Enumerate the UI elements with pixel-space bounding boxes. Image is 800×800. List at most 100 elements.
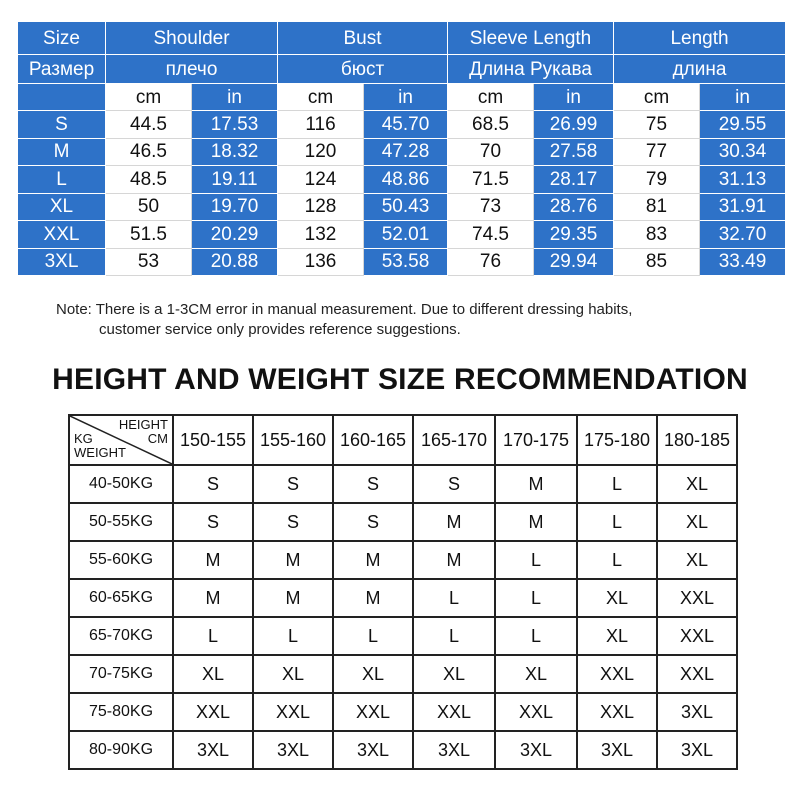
size-name: S [17, 110, 106, 139]
cm-value: 68.5 [447, 110, 534, 139]
height-range: 170-175 [494, 414, 578, 466]
height-range: 160-165 [332, 414, 414, 466]
shoulder-label-en: Shoulder [105, 21, 278, 55]
recommended-size: M [412, 502, 496, 542]
weight-range: 60-65KG [68, 578, 174, 618]
recommended-size: XXL [576, 692, 658, 732]
size-label-en: Size [17, 21, 106, 55]
note-line-2: customer service only provides reference… [99, 321, 461, 338]
weight-range: 55-60KG [68, 540, 174, 580]
recommended-size: M [332, 578, 414, 618]
recommended-size: M [412, 540, 496, 580]
recommended-size: L [494, 578, 578, 618]
weight-range: 50-55KG [68, 502, 174, 542]
size-name: M [17, 137, 106, 166]
recommended-size: S [412, 464, 496, 504]
recommended-size: 3XL [656, 730, 738, 770]
recommended-size: M [332, 540, 414, 580]
cm-value: 44.5 [105, 110, 192, 139]
size-header-row-ru: Размер плечо бюст Длина Рукава длина [17, 54, 786, 84]
shoulder-label-ru: плечо [105, 54, 278, 84]
in-value: 29.94 [533, 247, 614, 276]
recommended-size: XXL [494, 692, 578, 732]
weight-row: 70-75KG XL XL XL XL XL XXL XXL [68, 654, 738, 694]
recommended-size: XL [494, 654, 578, 694]
in-value: 47.28 [363, 137, 448, 166]
note-line-1: Note: There is a 1-3CM error in manual m… [56, 301, 633, 318]
recommended-size: XL [656, 464, 738, 504]
height-weight-title: HEIGHT AND WEIGHT SIZE RECOMMENDATION [52, 363, 748, 396]
recommended-size: L [494, 616, 578, 656]
in-value: 32.70 [699, 220, 786, 249]
unit-row-blank [17, 83, 106, 111]
recommended-size: L [172, 616, 254, 656]
recommended-size: M [172, 540, 254, 580]
in-value: 27.58 [533, 137, 614, 166]
weight-row: 55-60KG M M M M L L XL [68, 540, 738, 580]
cm-value: 79 [613, 165, 700, 194]
cm-value: 132 [277, 220, 364, 249]
weight-row: 60-65KG M M M L L XL XXL [68, 578, 738, 618]
recommended-size: L [252, 616, 334, 656]
measurement-note: Note: There is a 1-3CM error in manual m… [56, 300, 776, 340]
size-row: L 48.5 19.11 124 48.86 71.5 28.17 79 31.13 [17, 165, 786, 194]
cm-value: 73 [447, 192, 534, 221]
in-value: 20.88 [191, 247, 278, 276]
cm-value: 50 [105, 192, 192, 221]
recommended-size: M [252, 578, 334, 618]
cm-value: 51.5 [105, 220, 192, 249]
in-value: 31.13 [699, 165, 786, 194]
in-value: 28.17 [533, 165, 614, 194]
recommended-size: XL [332, 654, 414, 694]
recommended-size: XXL [656, 616, 738, 656]
recommended-size: XL [576, 616, 658, 656]
in-value: 50.43 [363, 192, 448, 221]
weight-range: 40-50KG [68, 464, 174, 504]
recommended-size: XXL [656, 654, 738, 694]
size-label-ru: Размер [17, 54, 106, 84]
size-row: S 44.5 17.53 116 45.70 68.5 26.99 75 29.55 [17, 110, 786, 139]
cm-value: 128 [277, 192, 364, 221]
recommended-size: M [252, 540, 334, 580]
length-label-ru: длина [613, 54, 786, 84]
in-value: 52.01 [363, 220, 448, 249]
in-value: 30.34 [699, 137, 786, 166]
recommended-size: XXL [412, 692, 496, 732]
recommended-size: XL [656, 540, 738, 580]
recommended-size: XXL [172, 692, 254, 732]
corner-diagonal [70, 416, 172, 464]
weight-range: 80-90KG [68, 730, 174, 770]
recommended-size: 3XL [172, 730, 254, 770]
weight-range: 75-80KG [68, 692, 174, 732]
unit-in: in [699, 83, 786, 111]
unit-in: in [191, 83, 278, 111]
unit-row: cm in cm in cm in cm in [17, 83, 786, 111]
cm-value: 136 [277, 247, 364, 276]
height-header-row: HEIGHT CM KG WEIGHT 150-155 155-160 160-16… [68, 414, 738, 466]
bust-label-ru: бюст [277, 54, 448, 84]
size-row: XXL 51.5 20.29 132 52.01 74.5 29.35 83 32.70 [17, 220, 786, 249]
length-label-en: Length [613, 21, 786, 55]
in-value: 29.55 [699, 110, 786, 139]
size-header-row-en: Size Shoulder Bust Sleeve Length Length [17, 21, 786, 55]
recommended-size: XL [412, 654, 496, 694]
cm-value: 46.5 [105, 137, 192, 166]
weight-row: 50-55KG S S S M M L XL [68, 502, 738, 542]
in-value: 26.99 [533, 110, 614, 139]
cm-value: 116 [277, 110, 364, 139]
recommended-size: 3XL [656, 692, 738, 732]
height-range: 155-160 [252, 414, 334, 466]
corner-kg-label: KG [74, 431, 93, 446]
bust-label-en: Bust [277, 21, 448, 55]
cm-value: 75 [613, 110, 700, 139]
recommended-size: XL [576, 578, 658, 618]
recommended-size: 3XL [494, 730, 578, 770]
in-value: 48.86 [363, 165, 448, 194]
in-value: 19.11 [191, 165, 278, 194]
recommended-size: XL [252, 654, 334, 694]
recommended-size: L [412, 578, 496, 618]
recommended-size: L [412, 616, 496, 656]
weight-row: 65-70KG L L L L L XL XXL [68, 616, 738, 656]
cm-value: 81 [613, 192, 700, 221]
in-value: 28.76 [533, 192, 614, 221]
